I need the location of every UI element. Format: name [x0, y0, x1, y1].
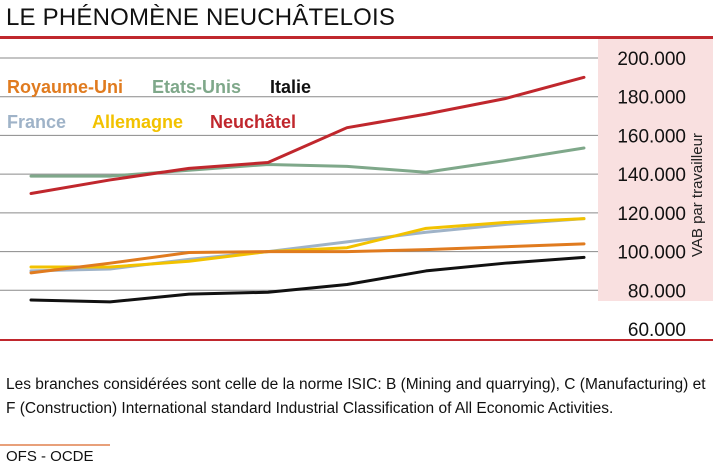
y-tick-label: 80.000 [628, 281, 686, 302]
legend-item: Etats-Unis [152, 77, 241, 97]
series-line-etats-unis [29, 146, 586, 178]
y-tick-labels: 60.000 80.000 100.000 120.000 140.000 160.000… [617, 49, 686, 341]
gridlines [0, 57, 598, 291]
chart-title: LE PHÉNOMÈNE NEUCHÂTELOIS [6, 4, 396, 31]
series-lines [29, 75, 586, 304]
series-line-royaume-uni [29, 242, 586, 275]
series-line-italie [29, 255, 586, 304]
legend: Royaume-Uni Etats-Unis Italie France Allemag… [7, 77, 311, 132]
series-line-neuch-tel [29, 75, 586, 195]
y-tick-label: 180.000 [617, 88, 686, 109]
y-tick-label: 120.000 [617, 204, 686, 225]
legend-item: Neuchâtel [210, 112, 296, 132]
y-tick-label: 140.000 [617, 165, 686, 186]
source-credit: OFS - OCDE [6, 448, 94, 465]
y-tick-label: 100.000 [617, 243, 686, 264]
legend-item: France [7, 112, 66, 132]
legend-item: Royaume-Uni [7, 77, 123, 97]
series-line-allemagne [29, 217, 586, 269]
line-chart: 60.000 80.000 100.000 120.000 140.000 160.000… [0, 39, 713, 341]
y-axis-label: VAB par travailleur [689, 133, 706, 257]
y-tick-label: 200.000 [617, 49, 686, 70]
legend-item: Allemagne [92, 112, 183, 132]
title-divider [0, 36, 713, 39]
methodology-note: Les branches considérées sont celle de l… [6, 376, 706, 417]
legend-item: Italie [270, 77, 311, 97]
source-divider [0, 444, 110, 446]
y-tick-label: 160.000 [617, 126, 686, 147]
y-axis-panel [598, 39, 713, 301]
y-tick-label: 60.000 [628, 320, 686, 341]
